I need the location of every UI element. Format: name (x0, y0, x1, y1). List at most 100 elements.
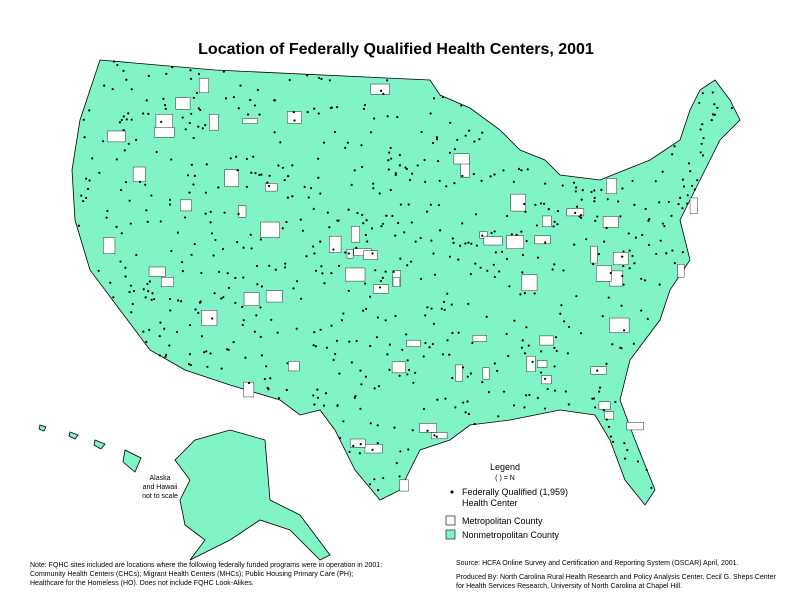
health-center (205, 163, 208, 166)
health-center (193, 242, 196, 246)
health-center (368, 483, 372, 486)
health-center (407, 448, 410, 451)
health-center (474, 262, 477, 265)
health-center (344, 251, 347, 254)
health-center (217, 270, 221, 273)
health-center (286, 196, 290, 199)
health-center (254, 172, 257, 175)
health-center (428, 346, 431, 349)
legend-swatch (445, 529, 456, 540)
metro-county (606, 178, 617, 195)
health-center (523, 406, 526, 409)
health-center (283, 266, 287, 269)
health-center (594, 219, 597, 222)
health-center (376, 442, 379, 445)
health-center (396, 115, 399, 119)
health-center (401, 348, 404, 351)
metro-county (526, 355, 536, 372)
health-center (301, 229, 305, 232)
health-center (372, 182, 375, 185)
metro-county (595, 265, 612, 282)
metro-county (406, 339, 421, 347)
health-center (220, 367, 223, 370)
health-center (574, 211, 577, 214)
health-center (153, 297, 156, 301)
health-center (236, 241, 239, 244)
health-center (281, 166, 284, 169)
health-center (317, 157, 320, 160)
health-center (347, 208, 350, 211)
health-center (158, 334, 161, 338)
produced: Produced By: North Carolina Rural Health… (456, 574, 776, 581)
health-center (716, 106, 719, 109)
health-center (461, 222, 464, 225)
metro-county (265, 290, 283, 303)
health-center (197, 125, 200, 128)
health-center (448, 353, 451, 356)
health-center (295, 327, 298, 330)
health-center (631, 179, 634, 183)
health-center (701, 123, 704, 126)
health-center (510, 233, 514, 236)
legend-label: Metropolitan County (462, 516, 543, 526)
health-center (377, 489, 380, 492)
health-center (493, 230, 496, 233)
metro-county (198, 78, 209, 94)
health-center (365, 219, 368, 222)
health-center (621, 187, 624, 190)
health-center (267, 184, 271, 188)
health-center (387, 168, 390, 171)
health-center (408, 368, 411, 372)
health-center (578, 215, 581, 218)
health-center (124, 275, 127, 278)
health-center (478, 138, 481, 141)
health-center (523, 202, 526, 206)
health-center (470, 242, 473, 245)
health-center (394, 172, 398, 175)
health-center (234, 301, 237, 304)
health-center (440, 307, 443, 310)
health-center (671, 153, 674, 156)
health-center (184, 128, 187, 131)
health-center (98, 171, 101, 174)
health-center (212, 254, 215, 257)
health-center (232, 95, 235, 99)
health-center (368, 295, 372, 298)
health-center (469, 272, 472, 276)
health-center (429, 112, 432, 115)
health-center (430, 307, 433, 310)
health-center (594, 406, 597, 409)
metro-county (238, 205, 247, 218)
health-center (320, 265, 323, 268)
health-center (246, 113, 250, 116)
metro-county (175, 97, 191, 110)
health-center (190, 163, 193, 166)
health-center (459, 244, 462, 247)
health-center (451, 331, 454, 335)
health-center (105, 216, 108, 219)
health-center (378, 192, 381, 195)
metro-county (602, 216, 619, 228)
health-center (466, 375, 469, 378)
health-center (335, 339, 339, 342)
health-center (500, 250, 504, 253)
health-center (553, 389, 557, 392)
health-center (575, 205, 579, 208)
health-center (259, 335, 262, 339)
health-center (318, 76, 321, 80)
health-center (312, 344, 315, 347)
health-center (200, 335, 204, 338)
health-center (521, 271, 524, 274)
health-center (120, 118, 123, 122)
health-center (335, 105, 339, 109)
health-center (493, 362, 496, 365)
health-center (605, 362, 608, 365)
health-center (337, 264, 341, 267)
health-center (392, 270, 395, 273)
health-center (407, 203, 410, 206)
metro-county (260, 221, 280, 238)
health-center (391, 214, 394, 218)
health-center (362, 107, 366, 110)
health-center (419, 277, 423, 281)
health-center (186, 174, 190, 177)
